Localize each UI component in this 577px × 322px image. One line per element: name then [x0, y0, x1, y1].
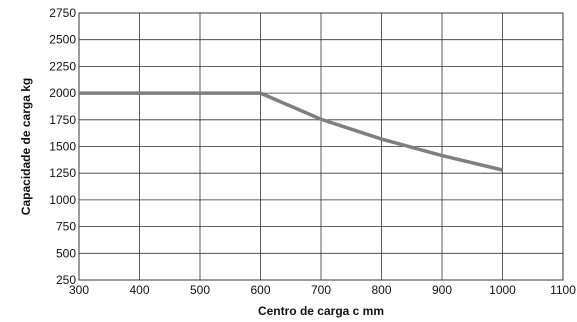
- x-tick-label: 400: [129, 283, 149, 297]
- series-line: [79, 91, 503, 172]
- series-layer: [79, 91, 503, 172]
- y-tick-label: 750: [56, 220, 76, 234]
- x-tick-label: 1000: [489, 283, 516, 297]
- y-tick-label: 500: [56, 246, 76, 260]
- y-tick-label: 2250: [49, 59, 76, 73]
- y-tick-label: 2000: [49, 86, 76, 100]
- y-tick-label: 250: [56, 273, 76, 287]
- x-axis-tick-labels: 300 400 500 600 700 800 900 1000 1100: [69, 283, 576, 297]
- x-tick-label: 700: [311, 283, 331, 297]
- y-axis-tick-labels: 250 500 750 1000 1250 1500 1750 2000 2250 2500 275…: [49, 6, 76, 287]
- y-tick-label: 2500: [49, 33, 76, 47]
- x-tick-label: 500: [190, 283, 210, 297]
- y-tick-label: 2750: [49, 6, 76, 20]
- x-tick-label: 1100: [550, 283, 576, 297]
- x-tick-label: 600: [250, 283, 270, 297]
- y-tick-label: 1250: [49, 166, 76, 180]
- y-tick-label: 1000: [49, 193, 76, 207]
- y-tick-label: 1500: [49, 140, 76, 154]
- x-tick-label: 800: [371, 283, 391, 297]
- grid-lines: [78, 12, 564, 281]
- x-tick-label: 300: [69, 283, 89, 297]
- x-tick-label: 900: [432, 283, 452, 297]
- y-axis-title: Capacidade de carga kg: [19, 78, 33, 215]
- plot-area-frame: [78, 12, 564, 281]
- y-tick-label: 1750: [49, 113, 76, 127]
- x-axis-title: Centro de carga c mm: [258, 304, 384, 318]
